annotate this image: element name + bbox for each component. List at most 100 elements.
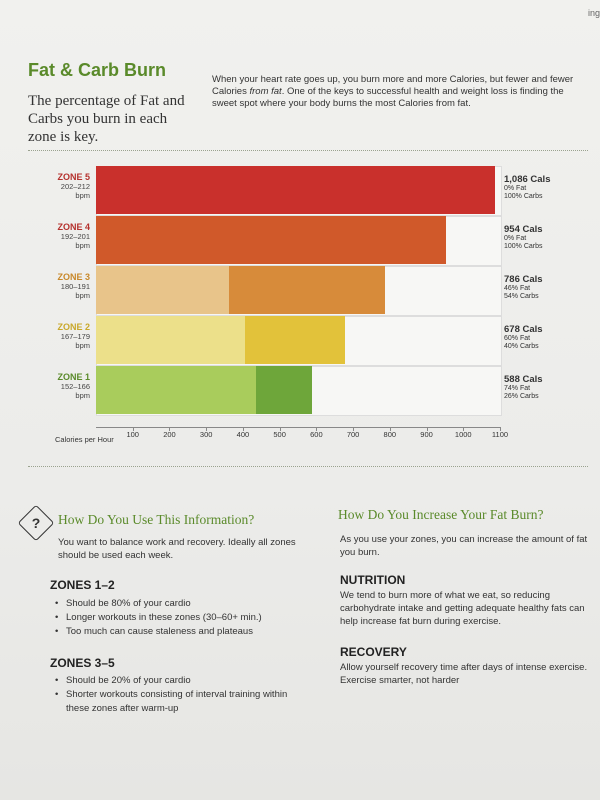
calories-value: 1,086 Cals	[504, 174, 551, 185]
calories-value: 588 Cals	[504, 374, 543, 385]
fat-percent: 0% Fat	[504, 185, 527, 192]
fat-percent: 74% Fat	[504, 385, 531, 392]
fat-percent: 0% Fat	[504, 235, 527, 242]
intro-part2: . One of the keys to successful health a…	[212, 86, 564, 109]
zone-bpm-range: 180–191	[60, 282, 90, 291]
divider-top	[28, 150, 588, 151]
zone-bpm-unit: bpm	[75, 191, 90, 200]
bar-carb-segment	[96, 166, 495, 214]
bar-carb-segment	[245, 316, 345, 364]
lead-text: The percentage of Fat and Carbs you burn…	[28, 93, 185, 145]
x-tick-mark	[353, 427, 355, 431]
zone-bpm-unit: bpm	[75, 341, 90, 350]
x-tick-label: 800	[383, 430, 397, 439]
intro-part1: When your heart rate goes up, you burn m…	[212, 74, 574, 97]
zone-label: ZONE 3 180–191 bpm	[40, 272, 90, 300]
carb-percent: 40% Carbs	[504, 343, 539, 350]
list-item: Too much can cause staleness and plateau…	[52, 625, 322, 639]
divider-bottom	[28, 466, 588, 467]
zone-calories: 678 Cals 60% Fat 40% Carbs	[504, 324, 594, 351]
x-tick-mark	[463, 427, 465, 431]
intro-emphasis: from fat	[249, 86, 282, 97]
zone-bpm-range: 167–179	[60, 332, 90, 341]
zones-1-2-heading: ZONES 1–2	[50, 578, 115, 592]
fat-percent: 46% Fat	[504, 285, 531, 292]
zone-bpm-range: 152–166	[60, 382, 90, 391]
x-tick-label: 500	[273, 430, 286, 439]
bar-fat-segment	[96, 266, 229, 314]
x-tick-label: 300	[199, 430, 213, 439]
zones-3-5-heading: ZONES 3–5	[50, 656, 115, 670]
zone-name: ZONE 5	[57, 172, 90, 182]
right-heading: How Do You Increase Your Fat Burn?	[338, 507, 544, 522]
bar-fat-segment	[96, 316, 246, 364]
bar-carb-segment	[255, 366, 312, 414]
recovery-text: Allow yourself recovery time after days …	[340, 662, 588, 686]
carb-percent: 100% Carbs	[504, 193, 543, 200]
x-tick-mark	[500, 427, 501, 431]
x-tick-label: 1000	[454, 430, 472, 439]
left-intro: You want to balance work and recovery. I…	[58, 537, 296, 561]
x-tick-label: 400	[236, 430, 250, 439]
zones-1-2-list: Should be 80% of your cardio Longer work…	[52, 597, 322, 639]
right-intro: As you use your zones, you can increase …	[340, 534, 588, 558]
fat-percent: 60% Fat	[504, 335, 531, 342]
zone-label: ZONE 2 167–179 bpm	[40, 322, 90, 350]
list-item: Shorter workouts consisting of interval …	[52, 688, 292, 716]
x-tick-label: 100	[126, 430, 139, 439]
x-tick-mark	[389, 427, 391, 431]
zone-calories: 786 Cals 46% Fat 54% Carbs	[504, 274, 594, 301]
zone-bpm-range: 192–201	[60, 232, 90, 241]
zone-bpm-range: 202–212	[60, 182, 90, 191]
zone-bpm-unit: bpm	[75, 291, 90, 300]
list-item: Should be 80% of your cardio	[52, 597, 322, 611]
bar-carb-segment	[96, 216, 447, 264]
recovery-heading: RECOVERY	[340, 645, 407, 659]
x-axis-label: Calories per Hour	[55, 435, 114, 444]
x-tick-label: 600	[310, 430, 323, 439]
zone-bpm-unit: bpm	[75, 391, 90, 400]
zone-name: ZONE 1	[57, 372, 90, 382]
corner-tab-label: ing	[587, 8, 600, 18]
zone-name: ZONE 3	[57, 272, 90, 282]
left-heading: How Do You Use This Information?	[58, 512, 255, 527]
x-tick-mark	[279, 427, 281, 431]
carb-percent: 54% Carbs	[504, 293, 539, 300]
zone-bpm-unit: bpm	[75, 241, 90, 250]
list-item: Longer workouts in these zones (30–60+ m…	[52, 611, 322, 625]
x-tick-mark	[426, 427, 428, 431]
zone-label: ZONE 5 202–212 bpm	[40, 172, 90, 200]
x-tick-mark	[206, 427, 208, 431]
bar-carb-segment	[228, 266, 385, 314]
carb-percent: 26% Carbs	[504, 393, 539, 400]
zone-calories: 588 Cals 74% Fat 26% Carbs	[504, 374, 594, 401]
zone-calories: 1,086 Cals 0% Fat 100% Carbs	[504, 174, 594, 201]
zone-label: ZONE 4 192–201 bpm	[40, 222, 90, 250]
zones-3-5-list: Should be 20% of your cardio Shorter wor…	[52, 674, 292, 716]
calories-value: 786 Cals	[504, 274, 543, 285]
x-tick-label: 700	[346, 430, 360, 439]
nutrition-text: We tend to burn more of what we eat, so …	[340, 590, 585, 627]
page-title: Fat & Carb Burn	[28, 60, 167, 80]
zone-calories: 954 Cals 0% Fat 100% Carbs	[504, 224, 594, 251]
x-tick-label: 900	[420, 430, 433, 439]
carb-percent: 100% Carbs	[504, 243, 543, 250]
x-tick-label: 1100	[491, 430, 509, 439]
zone-name: ZONE 4	[57, 222, 90, 232]
bar-fat-segment	[96, 366, 256, 414]
list-item: Should be 20% of your cardio	[52, 674, 292, 688]
x-tick-mark	[169, 427, 171, 431]
calories-value: 678 Cals	[504, 324, 543, 335]
x-axis-line	[96, 427, 500, 428]
x-tick-mark	[242, 427, 244, 431]
zone-label: ZONE 1 152–166 bpm	[40, 372, 90, 400]
x-tick-mark	[132, 427, 134, 431]
x-tick-label: 200	[163, 430, 176, 439]
nutrition-heading: NUTRITION	[340, 573, 406, 587]
intro-paragraph: When your heart rate goes up, you burn m…	[212, 74, 582, 110]
zone-name: ZONE 2	[57, 322, 90, 332]
x-tick-mark	[316, 427, 318, 431]
calories-value: 954 Cals	[504, 224, 543, 235]
